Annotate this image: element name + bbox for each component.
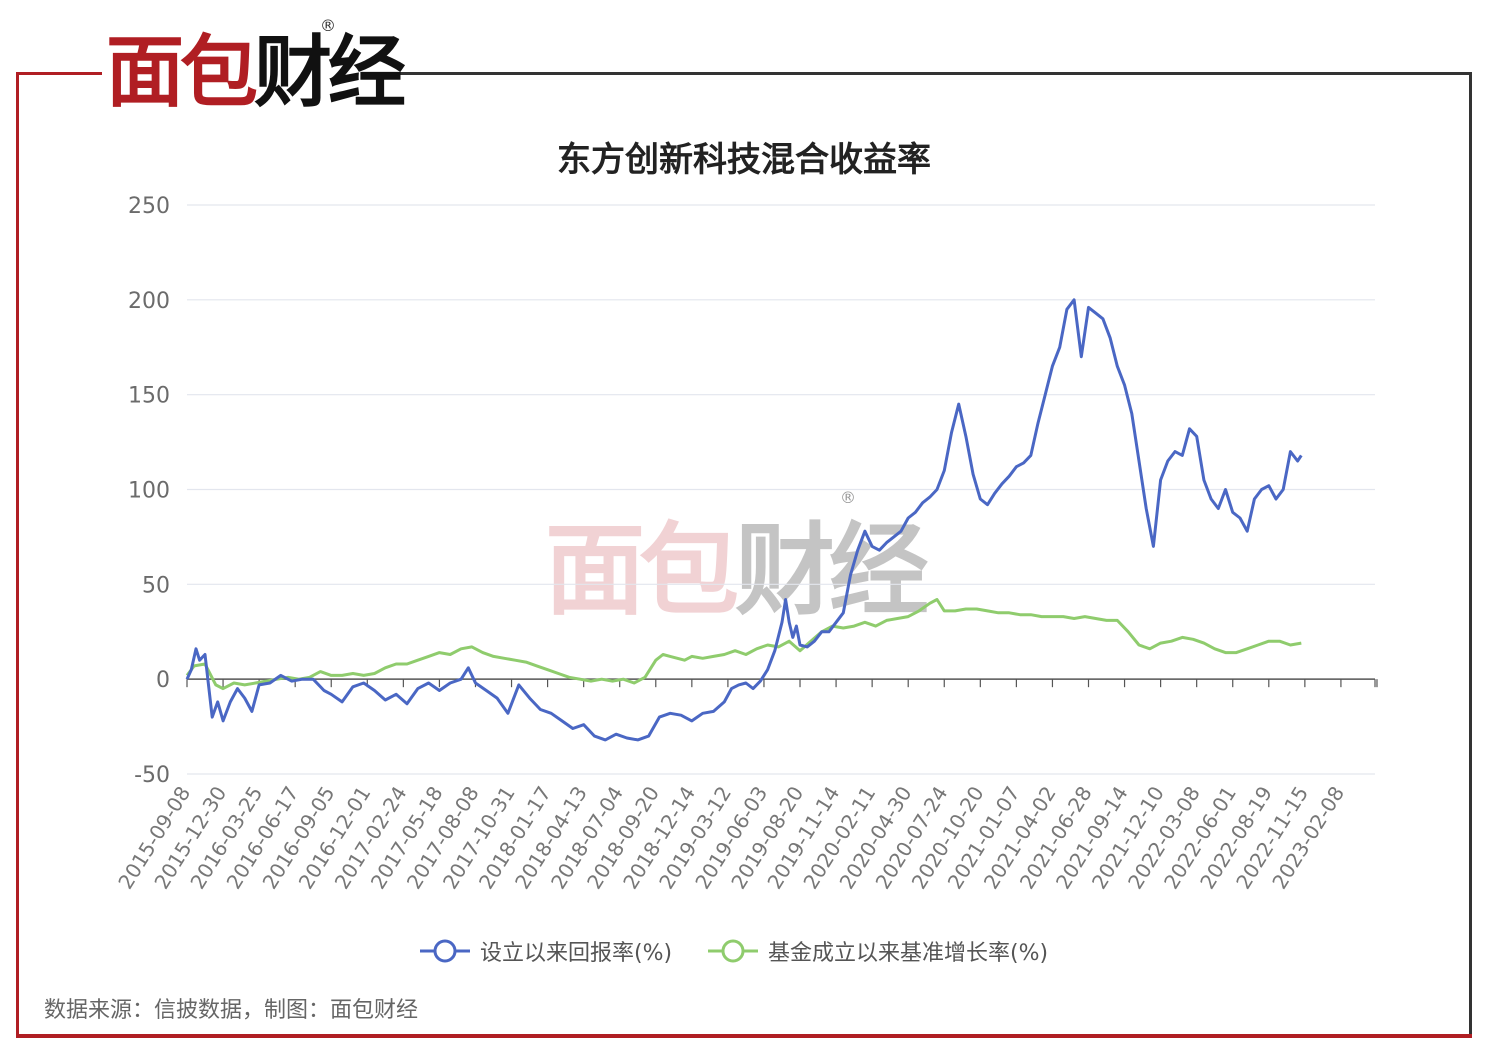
legend: 设立以来回报率(%) 基金成立以来基准增长率(%) xyxy=(420,939,1048,966)
watermark-reg: ® xyxy=(840,488,856,507)
grid-lines xyxy=(187,204,1375,775)
y-axis-labels: 250 200 150 100 50 0 -50 xyxy=(128,194,170,788)
brand-logo: 面包财经 ® xyxy=(106,16,406,118)
y-tick-label: 200 xyxy=(128,289,170,314)
series-line xyxy=(185,598,1302,691)
legend-label: 设立以来回报率(%) xyxy=(480,941,672,966)
series-line xyxy=(185,298,1303,742)
frame-top-right xyxy=(398,72,1472,75)
y-tick-label: 50 xyxy=(142,573,170,598)
y-tick-label: -50 xyxy=(134,763,170,788)
y-tick-label: 0 xyxy=(156,668,170,693)
watermark-red: 面包 xyxy=(545,512,737,629)
legend-marker xyxy=(433,939,457,963)
legend-label: 基金成立以来基准增长率(%) xyxy=(768,941,1048,966)
y-tick-label: 100 xyxy=(128,479,170,504)
registered-mark: ® xyxy=(320,16,336,35)
y-tick-label: 250 xyxy=(128,194,170,219)
logo-part-black: 财经 xyxy=(254,28,406,118)
y-tick-label: 150 xyxy=(128,384,170,409)
logo-part-red: 面包 xyxy=(106,28,258,118)
chart-title: 东方创新科技混合收益率 xyxy=(557,140,931,180)
logo-text: 面包财经 xyxy=(106,28,406,118)
x-axis: 2015-09-082015-12-302016-03-252016-06-17… xyxy=(113,678,1378,893)
source-note: 数据来源：信披数据，制图：面包财经 xyxy=(44,998,419,1023)
legend-marker xyxy=(721,939,745,963)
frame-left xyxy=(16,72,19,1038)
frame-right xyxy=(1469,72,1472,1038)
series-lines xyxy=(185,298,1303,742)
watermark-black: 财经 xyxy=(735,512,928,629)
frame-top-left xyxy=(16,72,102,75)
watermark-logo: 面包 财经 ® xyxy=(545,488,934,629)
frame-bottom xyxy=(16,1034,1472,1038)
